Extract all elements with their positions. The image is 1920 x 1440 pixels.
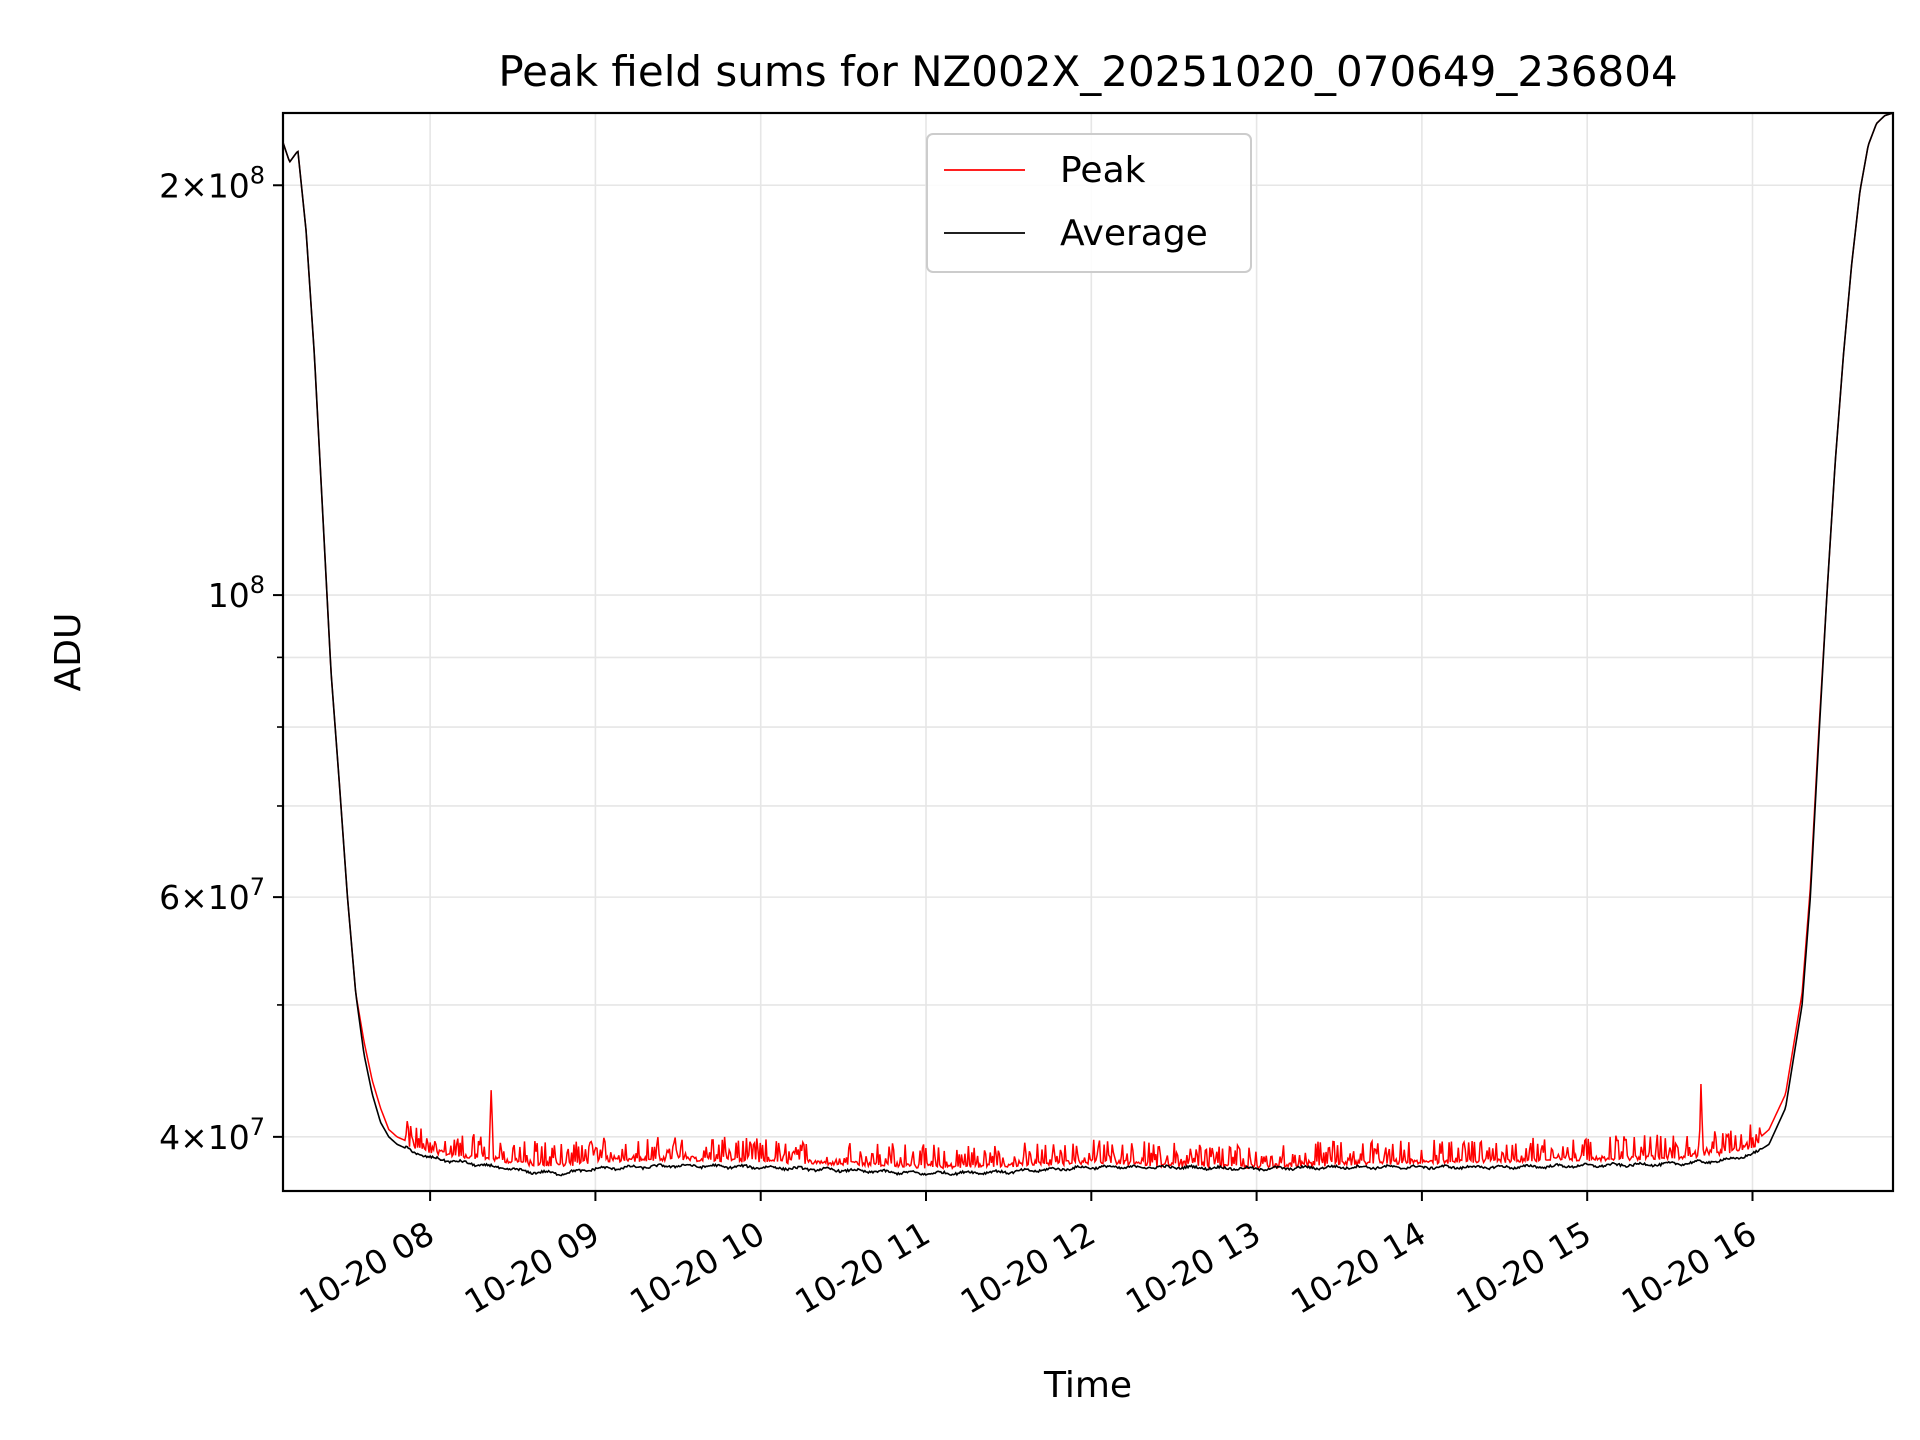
x-axis-label: Time xyxy=(1043,1365,1132,1406)
y-tick-label: 2×108 xyxy=(159,161,265,205)
legend-peak-label: Peak xyxy=(1060,150,1146,191)
y-tick-label: 4×107 xyxy=(159,1113,265,1157)
series-layer xyxy=(282,112,1894,1177)
chart-title: Peak field sums for NZ002X_20251020_0706… xyxy=(498,47,1677,96)
y-tick-label: 6×107 xyxy=(159,873,265,917)
y-tick-label: 108 xyxy=(208,571,265,615)
plot-frame xyxy=(281,111,1895,1193)
grid xyxy=(283,113,1893,1191)
y-axis-label: ADU xyxy=(48,613,89,692)
legend-box xyxy=(926,133,1252,273)
legend: Peak Average xyxy=(926,133,1252,273)
legend-average-label: Average xyxy=(1060,213,1208,254)
series-peak-line xyxy=(282,112,1894,1171)
series-average-line xyxy=(282,112,1894,1177)
y-axis: 4×107 6×107 108 2×108 xyxy=(159,161,283,1157)
